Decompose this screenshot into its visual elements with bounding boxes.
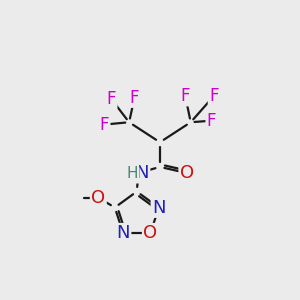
- Text: F: F: [130, 88, 139, 106]
- Text: N: N: [136, 164, 149, 182]
- Text: H: H: [126, 166, 138, 181]
- Text: O: O: [143, 224, 158, 242]
- Text: F: F: [209, 87, 219, 105]
- Text: N: N: [152, 199, 166, 217]
- Text: N: N: [116, 224, 130, 242]
- Text: F: F: [100, 116, 109, 134]
- Text: O: O: [180, 164, 194, 182]
- Text: F: F: [207, 112, 216, 130]
- Text: F: F: [107, 90, 116, 108]
- Text: F: F: [181, 87, 190, 105]
- Text: O: O: [91, 189, 105, 207]
